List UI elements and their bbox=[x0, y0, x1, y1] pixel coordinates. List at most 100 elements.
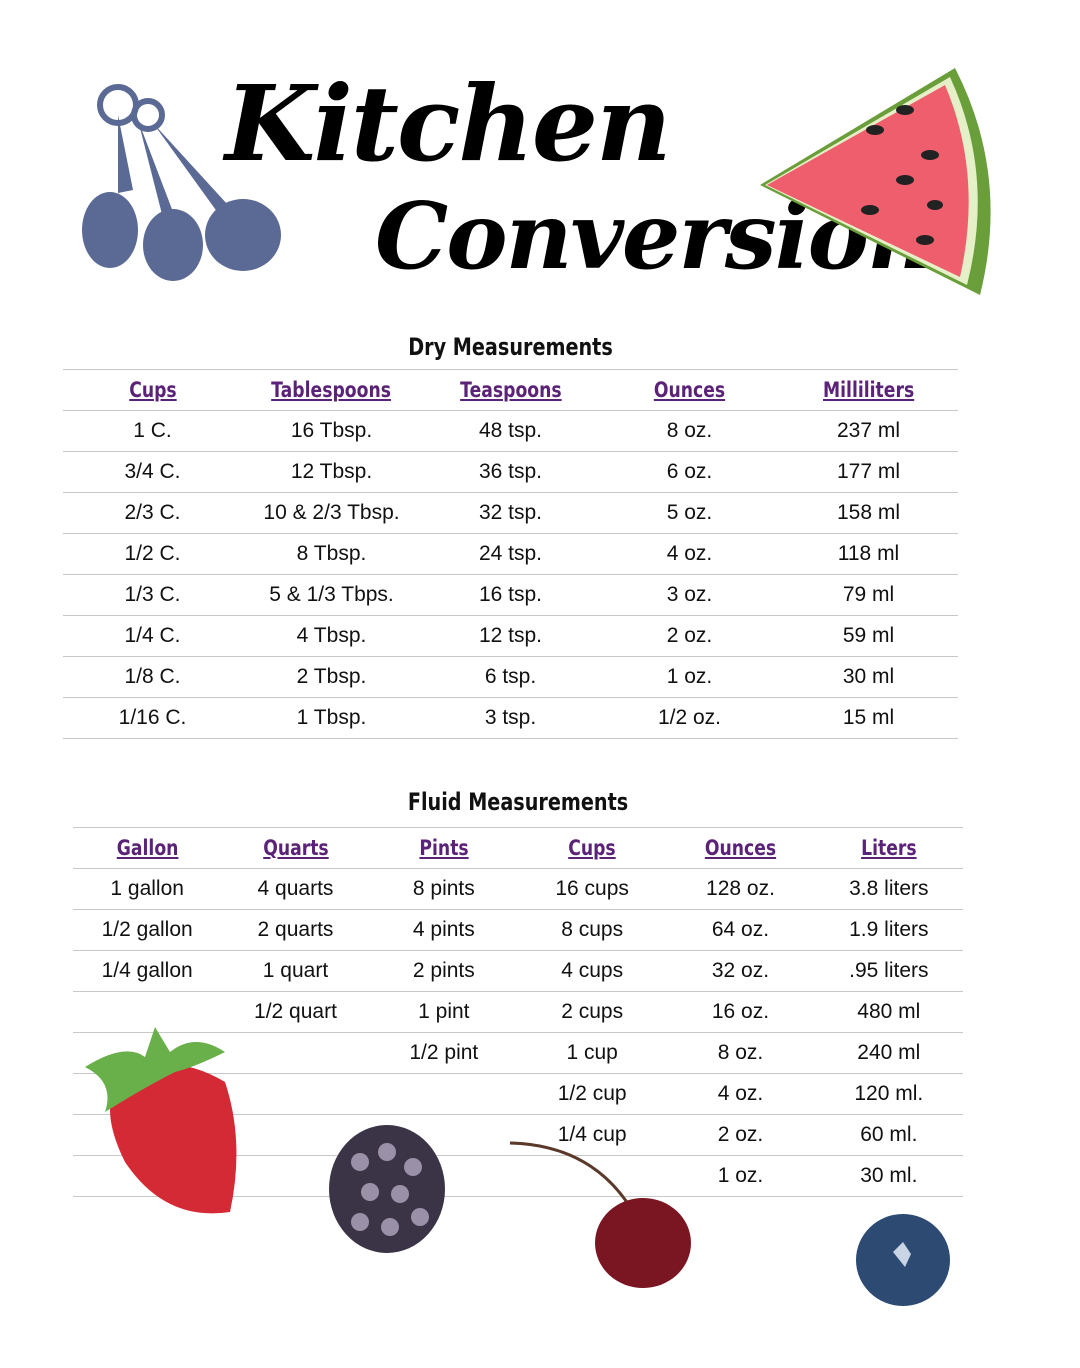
column-header: Tablespoons bbox=[242, 369, 421, 411]
blackberry-illustration bbox=[329, 1125, 445, 1253]
column-header-label: Cups bbox=[568, 835, 616, 860]
column-header-label: Liters bbox=[861, 835, 917, 860]
strawberry-illustration bbox=[85, 1027, 237, 1214]
column-header: Teaspoons bbox=[421, 369, 600, 411]
table-row: 3/4 C. 12 Tbsp. 36 tsp. 6 oz. 177 ml bbox=[63, 451, 958, 493]
column-header-label: Teaspoons bbox=[459, 377, 562, 402]
column-header-label: Milliliters bbox=[822, 377, 915, 402]
table-row: 1/16 C. 1 Tbsp. 3 tsp. 1/2 oz. 15 ml bbox=[63, 697, 958, 739]
column-header: Quarts bbox=[221, 827, 370, 869]
table-cell: 1 quart bbox=[221, 950, 370, 992]
table-cell: 1/4 C. bbox=[63, 615, 242, 657]
table-cell: 32 tsp. bbox=[421, 492, 600, 534]
column-header: Pints bbox=[369, 827, 518, 869]
table-cell: 60 ml. bbox=[814, 1114, 963, 1156]
table-cell: 30 ml bbox=[779, 656, 958, 698]
table-cell: 5 oz. bbox=[600, 492, 779, 534]
table-cell: 1.9 liters bbox=[814, 909, 963, 951]
table-row: 1/2 C. 8 Tbsp. 24 tsp. 4 oz. 118 ml bbox=[63, 533, 958, 575]
table-row: 1/2 cup 4 oz. 120 ml. bbox=[73, 1073, 963, 1115]
table-cell: 16 tsp. bbox=[421, 574, 600, 616]
table-cell: .95 liters bbox=[814, 950, 963, 992]
table-cell: 1 oz. bbox=[600, 656, 779, 698]
column-header: Ounces bbox=[600, 369, 779, 411]
column-header-label: Pints bbox=[419, 835, 469, 860]
table-cell: 4 oz. bbox=[666, 1073, 815, 1115]
dry-measurements-title: Dry Measurements bbox=[408, 333, 613, 361]
table-cell: 16 Tbsp. bbox=[242, 410, 421, 452]
table-cell: 8 oz. bbox=[600, 410, 779, 452]
column-header-label: Quarts bbox=[262, 835, 329, 860]
header-row: Cups Tablespoons Teaspoons Ounces Milliliter… bbox=[63, 369, 958, 411]
column-header: Milliliters bbox=[779, 369, 958, 411]
table-cell: 16 cups bbox=[517, 868, 667, 910]
column-header-label: Cups bbox=[128, 377, 177, 402]
table-cell: 128 oz. bbox=[666, 868, 815, 910]
measuring-spoons-illustration bbox=[82, 84, 281, 281]
table-cell: 240 ml bbox=[814, 1032, 963, 1074]
table-cell: 8 Tbsp. bbox=[242, 533, 421, 575]
table-cell: 12 tsp. bbox=[421, 615, 600, 657]
table-cell: 1/2 cup bbox=[517, 1073, 667, 1115]
table-cell: 30 ml. bbox=[814, 1155, 963, 1197]
table-cell: 79 ml bbox=[779, 574, 958, 616]
column-header-label: Gallon bbox=[116, 835, 178, 860]
column-header: Ounces bbox=[666, 827, 815, 869]
table-cell: 48 tsp. bbox=[421, 410, 600, 452]
table-cell: 2 cups bbox=[517, 991, 667, 1033]
table-cell bbox=[369, 1073, 518, 1115]
column-header: Liters bbox=[814, 827, 963, 869]
table-cell: 3.8 liters bbox=[814, 868, 963, 910]
table-cell: 1/2 C. bbox=[63, 533, 242, 575]
table-cell: 1/2 pint bbox=[369, 1032, 518, 1074]
table-cell: 12 Tbsp. bbox=[242, 451, 421, 493]
table-cell: 1/16 C. bbox=[63, 697, 242, 739]
table-cell: 3 oz. bbox=[600, 574, 779, 616]
column-header-label: Ounces bbox=[704, 835, 777, 860]
table-cell: 24 tsp. bbox=[421, 533, 600, 575]
table-cell: 59 ml bbox=[779, 615, 958, 657]
table-cell: 8 pints bbox=[369, 868, 518, 910]
table-cell: 64 oz. bbox=[666, 909, 815, 951]
table-cell: 36 tsp. bbox=[421, 451, 600, 493]
table-cell: 15 ml bbox=[779, 697, 958, 739]
table-cell: 1/2 gallon bbox=[73, 909, 222, 951]
table-cell: 480 ml bbox=[814, 991, 963, 1033]
table-cell: 1 C. bbox=[63, 410, 242, 452]
table-cell: 4 oz. bbox=[600, 533, 779, 575]
table-cell: 8 oz. bbox=[666, 1032, 815, 1074]
table-cell bbox=[517, 1155, 667, 1197]
table-cell: 177 ml bbox=[779, 451, 958, 493]
table-cell: 6 tsp. bbox=[421, 656, 600, 698]
table-cell: 2 Tbsp. bbox=[242, 656, 421, 698]
table-cell: 32 oz. bbox=[666, 950, 815, 992]
table-row: 1/2 gallon 2 quarts 4 pints 8 cups 64 oz. 1.9… bbox=[73, 909, 963, 951]
table-cell bbox=[221, 1032, 370, 1074]
table-cell: 2/3 C. bbox=[63, 492, 242, 534]
table-cell: 2 oz. bbox=[666, 1114, 815, 1156]
table-cell: 2 oz. bbox=[600, 615, 779, 657]
table-cell: 5 & 1/3 Tbps. bbox=[242, 574, 421, 616]
column-header-label: Tablespoons bbox=[271, 377, 392, 402]
table-cell bbox=[73, 991, 222, 1033]
table-cell: 16 oz. bbox=[666, 991, 815, 1033]
table-cell: 1 pint bbox=[369, 991, 518, 1033]
table-cell: 1/4 cup bbox=[517, 1114, 667, 1156]
table-cell: 3/4 C. bbox=[63, 451, 242, 493]
fluid-measurements-title: Fluid Measurements bbox=[407, 788, 629, 816]
table-cell: 1/2 oz. bbox=[600, 697, 779, 739]
column-header: Gallon bbox=[73, 827, 222, 869]
table-cell: 4 Tbsp. bbox=[242, 615, 421, 657]
table-cell: 1/8 C. bbox=[63, 656, 242, 698]
table-row: 1/3 C. 5 & 1/3 Tbps. 16 tsp. 3 oz. 79 ml bbox=[63, 574, 958, 616]
table-cell: 2 pints bbox=[369, 950, 518, 992]
table-cell: 3 tsp. bbox=[421, 697, 600, 739]
table-cell: 10 & 2/3 Tbsp. bbox=[242, 492, 421, 534]
table-cell: 6 oz. bbox=[600, 451, 779, 493]
table-cell: 158 ml bbox=[779, 492, 958, 534]
watermelon-illustration bbox=[760, 68, 991, 295]
table-cell: 8 cups bbox=[517, 909, 667, 951]
table-cell: 1 oz. bbox=[666, 1155, 815, 1197]
table-cell: 1 cup bbox=[517, 1032, 667, 1074]
